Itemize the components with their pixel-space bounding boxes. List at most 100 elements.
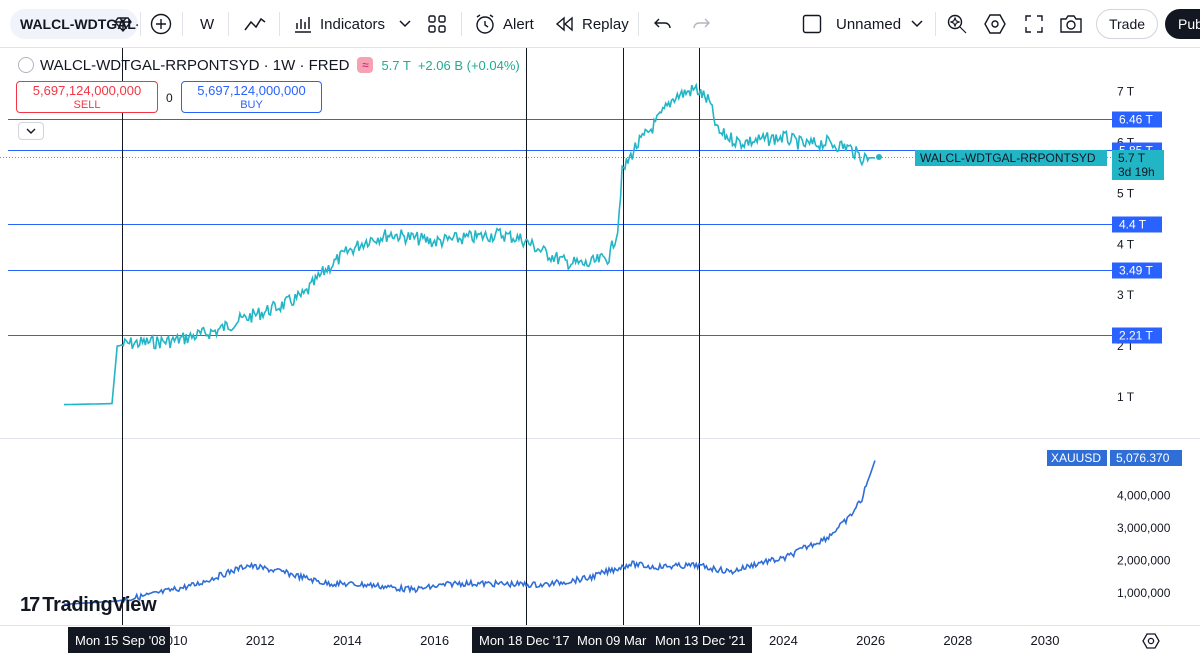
- gold-price-tick: 3,000,000: [1117, 521, 1171, 535]
- gold-pane[interactable]: [0, 439, 1200, 625]
- hline-price-tag: [1112, 262, 1162, 279]
- heart-icon[interactable]: [114, 8, 132, 40]
- crosshair-time-pill-bg: [648, 627, 752, 653]
- top-toolbar: WALCL-WDTGAL-RRPONTSYD W Indicators Aler…: [0, 0, 1200, 48]
- last-value-tag: [1112, 150, 1164, 180]
- tradingview-brand: TradingView: [42, 594, 157, 616]
- layout-icon: [802, 14, 822, 34]
- crosshair-time-pill: Mon 15 Sep '08: [68, 627, 170, 653]
- toolbar-divider: [140, 12, 141, 36]
- data-source-badge-icon[interactable]: ≈: [357, 57, 374, 73]
- chart-canvas[interactable]: 7 T6 T5 T4 T3 T2 T1 T 4,000,000 3,000,000…: [0, 48, 1200, 661]
- interval-button[interactable]: W: [200, 8, 214, 40]
- main-price-tick: 1 T: [1117, 390, 1135, 404]
- chevron-down-icon[interactable]: [911, 8, 923, 40]
- crosshair-time-pill-bg: [472, 627, 576, 653]
- sell-price: 5,697,124,000,000: [32, 83, 142, 98]
- main-series-line[interactable]: [64, 82, 875, 406]
- redo-icon[interactable]: [692, 8, 710, 40]
- hline-price-text: 2.21 T: [1119, 329, 1153, 343]
- gold-last-value-tag: [1110, 450, 1182, 466]
- time-tick: 2016: [420, 633, 449, 648]
- crosshair-time-pill-bg: [68, 627, 170, 653]
- indicators-label: Indicators: [320, 15, 386, 33]
- tradingview-mark-icon: 17: [20, 594, 40, 616]
- series-name-tag: [915, 150, 1107, 166]
- camera-icon[interactable]: [1059, 8, 1083, 40]
- toolbar-divider: [461, 12, 462, 36]
- spread-value: 0: [166, 91, 173, 105]
- main-pane[interactable]: [0, 48, 1200, 438]
- series-legend[interactable]: WALCL-WDTGAL-RRPONTSYD · 1W · FRED ≈ 5.7…: [18, 54, 520, 76]
- indicators-button[interactable]: Indicators: [293, 8, 385, 40]
- buy-price: 5,697,124,000,000: [197, 83, 306, 98]
- gold-price-tick: 1,000,000: [1117, 586, 1171, 600]
- last-value-text: 5.7 T: [1118, 151, 1146, 165]
- crosshair-time-text: Mon 18 Dec '17: [479, 633, 570, 648]
- buy-button[interactable]: 5,697,124,000,000 BUY: [181, 81, 322, 113]
- templates-icon[interactable]: [427, 8, 447, 40]
- alert-button[interactable]: Alert: [474, 8, 534, 40]
- legend-change: +2.06 B (+0.04%): [417, 57, 520, 73]
- legend-value: 5.7 T: [381, 57, 411, 73]
- replay-label: Replay: [582, 15, 629, 33]
- time-tick: 2014: [333, 633, 362, 648]
- crosshair-time-text: Mon 15 Sep '08: [75, 633, 166, 648]
- symbol-logo: [18, 57, 34, 73]
- replay-button[interactable]: Replay: [555, 8, 629, 40]
- hline-price-text: 6.46 T: [1119, 113, 1153, 127]
- gold-last-value-text: 5,076.370: [1116, 451, 1170, 465]
- legend-title: WALCL-WDTGAL-RRPONTSYD · 1W · FRED: [40, 56, 350, 74]
- alert-label: Alert: [503, 15, 534, 33]
- last-point-marker: [876, 154, 882, 160]
- main-price-axis[interactable]: 7 T6 T5 T4 T3 T2 T1 T: [1117, 85, 1135, 404]
- trade-button[interactable]: Trade: [1096, 9, 1158, 39]
- main-price-tick: 7 T: [1117, 85, 1135, 99]
- vertical-lines[interactable]: [122, 48, 700, 625]
- gold-price-tick: 4,000,000: [1117, 489, 1171, 503]
- hline-price-text: 4.4 T: [1119, 218, 1147, 232]
- collapse-legend-button[interactable]: [18, 122, 44, 140]
- time-tick: 2028: [943, 633, 972, 648]
- buy-label: BUY: [240, 99, 263, 111]
- layout-button[interactable]: Unnamed: [802, 8, 901, 40]
- gold-symbol-tag: [1047, 450, 1107, 466]
- alert-icon: [476, 14, 494, 34]
- time-tick: 2024: [769, 633, 798, 648]
- sell-button[interactable]: 5,697,124,000,000 SELL: [16, 81, 158, 113]
- main-price-tick: 3 T: [1117, 288, 1135, 302]
- fullscreen-icon[interactable]: [1024, 8, 1044, 40]
- countdown-text: 3d 19h: [1118, 165, 1155, 179]
- time-tick: 2026: [856, 633, 885, 648]
- time-tick: 2030: [1031, 633, 1060, 648]
- gold-price-axis[interactable]: 4,000,000 3,000,000 2,000,000 1,000,000: [1117, 489, 1171, 601]
- layout-name: Unnamed: [836, 15, 902, 33]
- undo-icon[interactable]: [654, 8, 672, 40]
- trade-label: Trade: [1108, 16, 1146, 32]
- tradingview-logo[interactable]: 17 TradingView: [20, 594, 157, 617]
- crosshair-time-pill-bg: [570, 627, 648, 653]
- hline-price-tag: [1112, 327, 1162, 344]
- sell-label: SELL: [73, 99, 101, 111]
- quick-search-icon[interactable]: [946, 8, 968, 40]
- series-name-tag-text: WALCL-WDTGAL-RRPONTSYD: [920, 151, 1096, 165]
- gold-price-tick: 2,000,000: [1117, 554, 1171, 568]
- time-axis[interactable]: 2010 2012 2014 2016 2024 2026 2028 2030: [159, 633, 1060, 648]
- settings-hex-icon[interactable]: [984, 8, 1006, 40]
- hline-price-tag: [1112, 216, 1162, 233]
- publish-button[interactable]: Publish: [1165, 9, 1200, 39]
- toolbar-divider: [279, 12, 280, 36]
- symbol-label: WALCL-WDTGAL-RRPONTSYD: [20, 16, 138, 32]
- crosshair-time-labels: Mon 15 Sep '08 Mon 18 Dec '17 Mon 09 Mar '…: [68, 627, 752, 653]
- crosshair-time-text: Mon 09 Mar '20: [577, 633, 667, 648]
- gold-series-line[interactable]: [63, 460, 876, 606]
- settings-gear-icon[interactable]: [1141, 631, 1161, 651]
- add-symbol-icon[interactable]: [150, 8, 172, 40]
- publish-label: Publish: [1178, 16, 1200, 32]
- toolbar-divider: [935, 12, 936, 36]
- time-tick: 2012: [246, 633, 275, 648]
- line-chart-icon[interactable]: [243, 8, 267, 40]
- chevron-down-icon[interactable]: [399, 8, 411, 40]
- toolbar-divider: [182, 12, 183, 36]
- toolbar-divider: [228, 12, 229, 36]
